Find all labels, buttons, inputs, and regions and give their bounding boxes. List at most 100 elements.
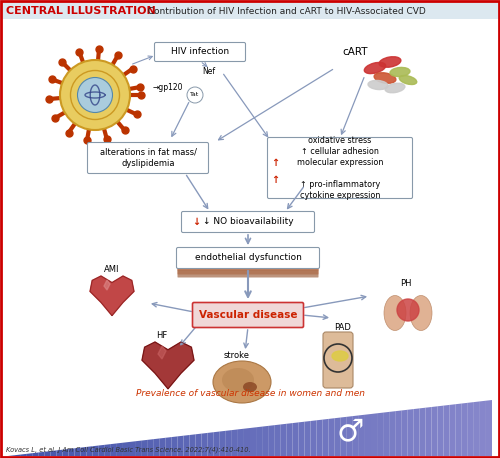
Polygon shape (38, 452, 44, 456)
Text: PAD: PAD (334, 323, 351, 333)
Circle shape (187, 87, 203, 103)
Polygon shape (420, 408, 426, 456)
Polygon shape (123, 442, 129, 456)
Polygon shape (468, 402, 474, 456)
Text: HF: HF (156, 332, 167, 340)
Polygon shape (401, 410, 407, 456)
Polygon shape (166, 437, 172, 456)
Polygon shape (80, 447, 86, 456)
Text: ♀: ♀ (18, 426, 38, 454)
Polygon shape (304, 421, 310, 456)
Polygon shape (105, 444, 111, 456)
Polygon shape (14, 455, 20, 456)
Polygon shape (371, 413, 377, 456)
Text: cART: cART (342, 47, 368, 57)
Text: stroke: stroke (224, 351, 250, 360)
Polygon shape (135, 441, 141, 456)
Text: oxidative stress
↑ cellular adhesion
molecular expression

↑ pro-inflammatory
cy: oxidative stress ↑ cellular adhesion mol… (297, 136, 383, 200)
Polygon shape (244, 428, 250, 456)
Text: endothelial dysfunction: endothelial dysfunction (194, 253, 302, 262)
Polygon shape (74, 447, 80, 456)
Polygon shape (292, 422, 298, 456)
Polygon shape (438, 406, 444, 456)
Polygon shape (486, 400, 492, 456)
Polygon shape (190, 434, 196, 456)
Polygon shape (56, 450, 62, 456)
Polygon shape (178, 436, 184, 456)
Polygon shape (328, 418, 334, 456)
Text: HIV infection: HIV infection (171, 48, 229, 56)
Polygon shape (250, 427, 256, 456)
Ellipse shape (374, 73, 396, 83)
Polygon shape (238, 429, 244, 456)
Polygon shape (32, 453, 38, 456)
Polygon shape (395, 410, 401, 456)
Text: CENTRAL ILLUSTRATION: CENTRAL ILLUSTRATION (6, 6, 156, 16)
Ellipse shape (385, 83, 405, 93)
Ellipse shape (222, 368, 254, 392)
Text: ↓: ↓ (192, 217, 200, 227)
Polygon shape (50, 450, 56, 456)
Polygon shape (26, 453, 32, 456)
Ellipse shape (243, 382, 257, 392)
Polygon shape (92, 446, 99, 456)
Polygon shape (389, 411, 395, 456)
Polygon shape (268, 425, 274, 456)
Ellipse shape (384, 295, 406, 331)
Polygon shape (172, 436, 177, 456)
Polygon shape (262, 426, 268, 456)
FancyBboxPatch shape (178, 267, 318, 274)
Polygon shape (353, 415, 359, 456)
FancyBboxPatch shape (182, 212, 314, 233)
Polygon shape (8, 455, 14, 456)
Polygon shape (142, 342, 194, 389)
Polygon shape (456, 403, 462, 456)
Text: ↓ NO bioavailability: ↓ NO bioavailability (202, 218, 294, 227)
Polygon shape (99, 445, 105, 456)
Polygon shape (322, 419, 328, 456)
Text: ↑: ↑ (271, 158, 279, 168)
Polygon shape (383, 412, 389, 456)
Text: Prevalence of vascular disease in women and men: Prevalence of vascular disease in women … (136, 388, 364, 398)
Text: Nef: Nef (202, 67, 215, 76)
Ellipse shape (399, 76, 417, 85)
Polygon shape (347, 416, 353, 456)
Polygon shape (202, 433, 207, 456)
Polygon shape (147, 439, 153, 456)
Polygon shape (480, 401, 486, 456)
Polygon shape (184, 435, 190, 456)
Text: →gp120: →gp120 (153, 83, 184, 93)
Polygon shape (90, 276, 134, 316)
Polygon shape (377, 413, 383, 456)
Polygon shape (208, 432, 214, 456)
Text: Vascular disease: Vascular disease (199, 310, 297, 320)
Polygon shape (365, 414, 371, 456)
Polygon shape (359, 414, 365, 456)
Polygon shape (226, 430, 232, 456)
FancyBboxPatch shape (88, 142, 208, 174)
Ellipse shape (364, 62, 386, 74)
Bar (1, 1, 499, 19)
Text: alterations in fat mass/
dyslipidemia: alterations in fat mass/ dyslipidemia (100, 148, 196, 168)
Polygon shape (316, 420, 322, 456)
Text: PH: PH (400, 278, 411, 288)
Polygon shape (86, 446, 92, 456)
Polygon shape (432, 406, 438, 456)
Text: Kovacs L, et al. J Am Coll Cardiol Basic Trans Science. 2022;7(4):410-410.: Kovacs L, et al. J Am Coll Cardiol Basic… (6, 447, 250, 453)
Polygon shape (153, 438, 159, 456)
Circle shape (397, 299, 419, 321)
Polygon shape (408, 409, 414, 456)
Ellipse shape (213, 361, 271, 403)
FancyBboxPatch shape (178, 262, 318, 271)
Polygon shape (62, 449, 68, 456)
Polygon shape (298, 422, 304, 456)
Polygon shape (20, 454, 26, 456)
Ellipse shape (390, 67, 410, 76)
Polygon shape (341, 417, 347, 456)
Polygon shape (474, 401, 480, 456)
Polygon shape (44, 451, 51, 456)
Text: ↑: ↑ (271, 175, 279, 185)
Polygon shape (104, 280, 110, 290)
Text: ♂: ♂ (336, 418, 363, 447)
FancyBboxPatch shape (176, 247, 320, 268)
